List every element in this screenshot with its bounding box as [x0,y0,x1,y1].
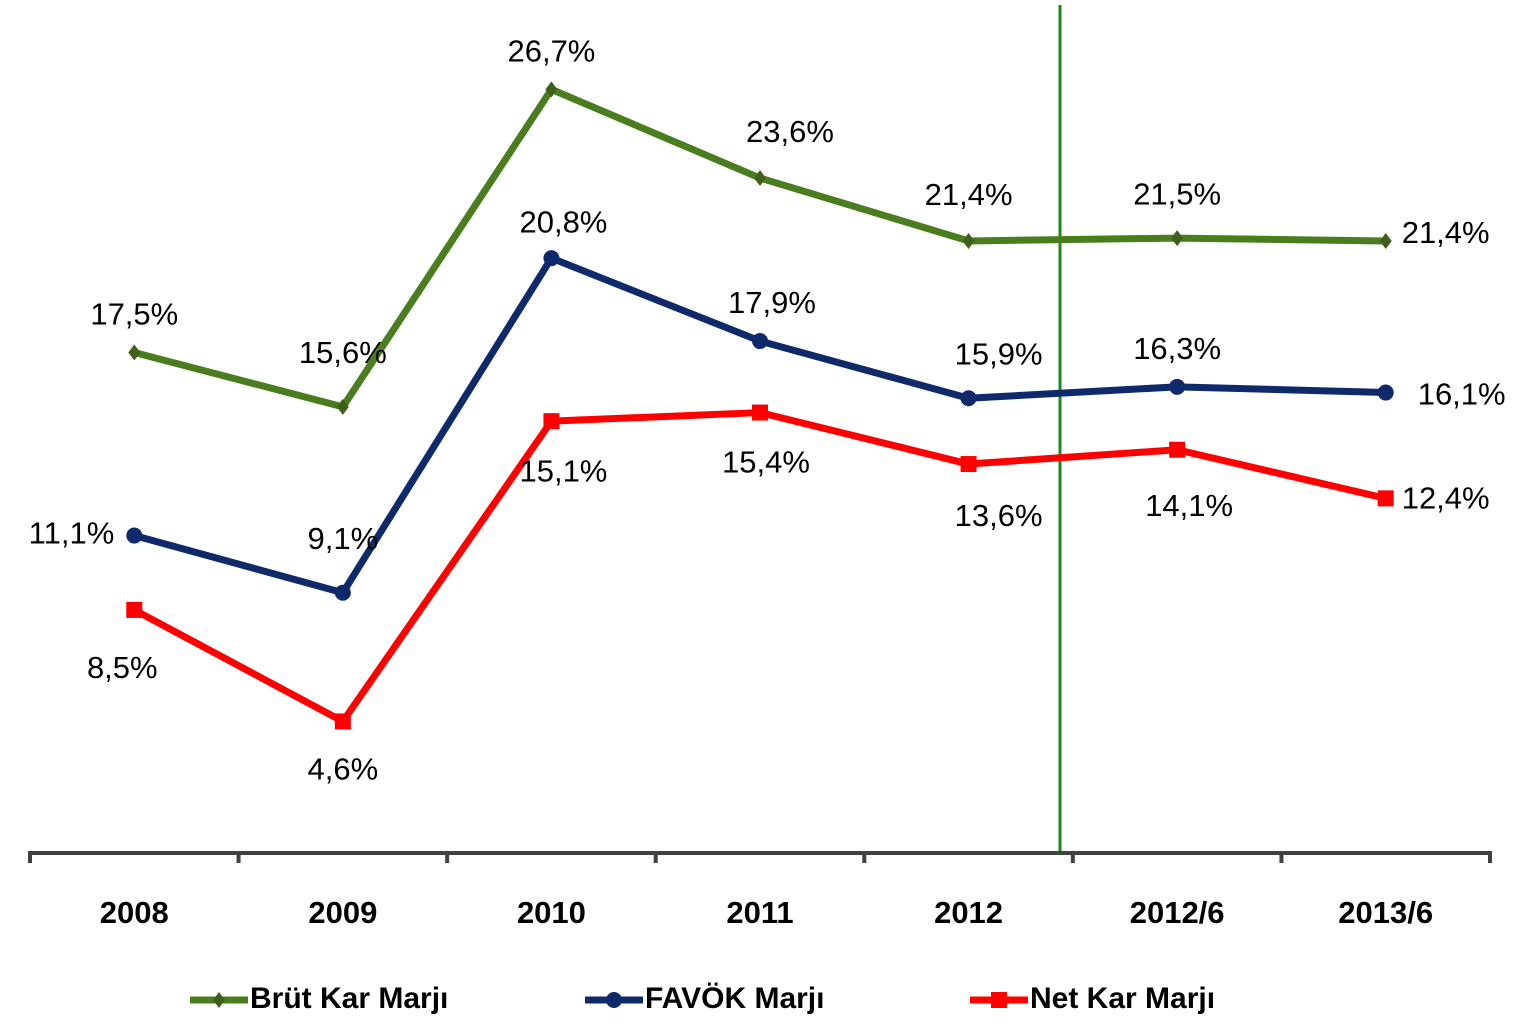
marker [960,390,977,407]
legend-label: Brüt Kar Marjı [250,982,448,1015]
marker [1169,378,1186,395]
data-label: 15,4% [722,445,810,480]
marker [128,344,141,361]
data-label: 15,1% [519,453,607,488]
marker [336,398,349,415]
marker [543,250,560,267]
data-label: 9,1% [308,521,379,556]
x-tick-label: 2011 [726,895,793,930]
data-label: 20,8% [519,204,607,239]
data-label: 17,5% [90,297,178,332]
marker [1377,384,1394,401]
data-label: 21,4% [1402,215,1490,250]
marker [543,413,560,430]
data-label: 8,5% [87,650,158,685]
x-tick-label: 2010 [517,895,586,930]
data-label: 17,9% [728,285,816,320]
marker [334,584,351,601]
data-label: 15,6% [299,335,387,370]
data-label: 15,9% [955,336,1043,371]
marker [960,456,977,473]
data-label: 21,5% [1133,176,1221,211]
marker [1377,490,1394,507]
x-tick-label: 2013/6 [1338,895,1433,930]
x-tick-label: 2009 [308,895,377,930]
legend-marker [606,992,622,1008]
marker [1171,230,1184,247]
marker [962,232,975,249]
marker [752,333,768,350]
marker [334,713,351,730]
data-label: 23,6% [746,114,834,149]
marker [1379,232,1392,249]
marker [545,81,558,98]
data-label: 12,4% [1402,481,1490,516]
data-label: 21,4% [925,177,1013,212]
data-label: 13,6% [955,498,1043,533]
x-tick-label: 2012 [934,895,1003,930]
data-label: 26,7% [507,34,595,69]
marker [126,527,143,544]
legend-label: FAVÖK Marjı [645,982,824,1015]
x-tick-label: 2008 [100,895,169,930]
data-label: 14,1% [1145,488,1233,523]
marker [754,170,766,187]
data-label: 16,1% [1418,377,1506,412]
legend-label: Net Kar Marjı [1030,982,1215,1015]
x-tick-label: 2012/6 [1130,895,1225,930]
legend-marker [991,992,1007,1008]
data-label: 16,3% [1133,331,1221,366]
marker [752,404,768,421]
legend-marker [213,992,225,1008]
data-label: 11,1% [29,516,115,551]
marker [1169,441,1186,458]
marker [126,601,143,618]
data-label: 4,6% [308,752,379,787]
